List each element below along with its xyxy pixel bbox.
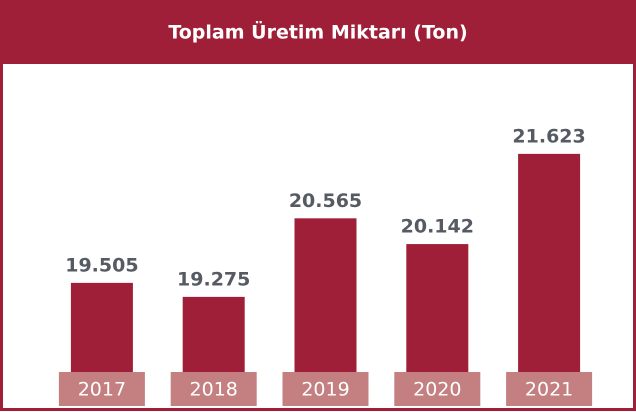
category-box [58,372,145,406]
value-label: 19.505 [65,254,138,276]
x-tick-label: 2021 [525,379,573,401]
x-tick-label: 2019 [301,379,349,401]
value-label: 19.275 [177,268,250,290]
category-box [506,372,593,406]
category-box [394,372,481,406]
value-label: 20.142 [401,216,474,238]
category-box [282,372,369,406]
category-box [170,372,257,406]
x-tick-label: 2018 [190,379,238,401]
bar [518,153,581,405]
x-tick-label: 2017 [78,379,126,401]
value-label: 20.565 [289,190,362,212]
chart-title: Toplam Üretim Miktarı (Ton) [168,20,467,44]
x-tick-label: 2020 [413,379,461,401]
value-label: 21.623 [512,125,585,147]
title-bar [0,0,636,64]
